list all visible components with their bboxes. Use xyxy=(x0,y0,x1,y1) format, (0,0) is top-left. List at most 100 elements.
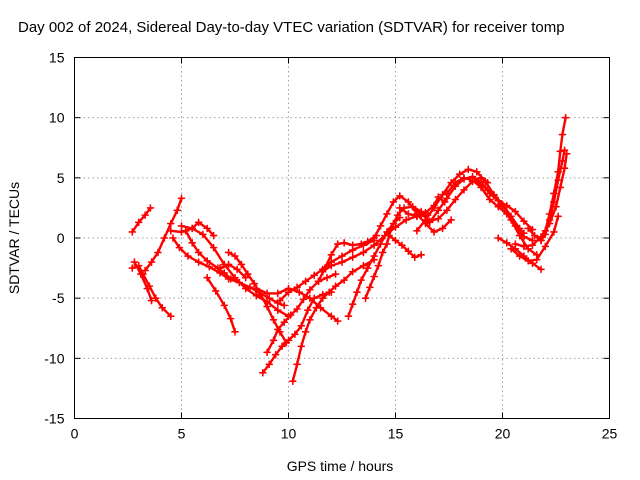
data-point xyxy=(447,216,455,224)
data-point xyxy=(327,312,336,321)
data-series xyxy=(128,113,571,385)
data-point xyxy=(209,231,218,240)
data-point xyxy=(237,260,246,269)
data-point xyxy=(333,240,342,248)
data-point xyxy=(438,190,447,199)
data-point xyxy=(173,206,182,215)
data-point xyxy=(224,248,233,257)
chart-title: Day 002 of 2024, Sidereal Day-to-day VTE… xyxy=(18,19,565,36)
y-tick-label: -10 xyxy=(44,350,64,366)
data-point xyxy=(233,265,241,274)
data-point xyxy=(507,216,515,224)
data-point xyxy=(265,360,274,369)
data-point xyxy=(203,273,211,282)
data-point xyxy=(177,228,186,236)
data-point xyxy=(410,253,419,262)
data-point xyxy=(537,236,545,245)
x-tick-label: 25 xyxy=(602,426,618,442)
data-point xyxy=(288,377,297,385)
data-point xyxy=(353,288,361,296)
data-point xyxy=(348,300,357,308)
data-point xyxy=(532,255,541,264)
data-point xyxy=(530,231,539,240)
data-point xyxy=(293,360,301,369)
data-point xyxy=(128,264,137,272)
data-point xyxy=(306,316,314,324)
data-point xyxy=(280,318,289,327)
data-point xyxy=(297,342,306,351)
data-point xyxy=(209,243,218,252)
data-point xyxy=(387,224,396,233)
series-line xyxy=(218,263,247,279)
data-point xyxy=(357,276,366,284)
data-point xyxy=(252,284,261,293)
data-point xyxy=(473,168,481,176)
data-point xyxy=(507,245,515,253)
data-point xyxy=(376,240,385,248)
data-point xyxy=(395,192,404,200)
data-point xyxy=(184,252,192,260)
data-point xyxy=(378,248,387,257)
data-point xyxy=(293,305,301,313)
data-point xyxy=(306,294,314,302)
y-tick-label: 15 xyxy=(49,50,65,66)
data-point xyxy=(541,226,550,235)
data-point xyxy=(269,336,278,345)
data-point xyxy=(455,170,464,179)
data-point xyxy=(554,212,562,221)
data-point xyxy=(366,283,374,292)
data-point xyxy=(194,258,203,266)
data-point xyxy=(152,294,160,302)
data-point xyxy=(430,228,438,236)
data-point xyxy=(494,234,503,242)
series-track-30 xyxy=(507,212,562,265)
data-point xyxy=(331,282,340,290)
data-point xyxy=(515,252,524,260)
data-point xyxy=(370,272,378,281)
data-point xyxy=(443,206,451,215)
data-point xyxy=(256,290,265,299)
data-point xyxy=(560,164,569,173)
series-track-07 xyxy=(177,222,293,321)
data-point xyxy=(498,201,507,210)
data-point xyxy=(301,277,310,286)
data-point xyxy=(451,178,460,187)
data-point xyxy=(175,243,184,252)
data-point xyxy=(194,248,203,257)
data-point xyxy=(552,202,560,211)
data-point xyxy=(297,322,306,330)
data-point xyxy=(348,241,357,250)
series-track-09 xyxy=(203,273,239,336)
data-point xyxy=(194,218,203,227)
y-tick-label: 10 xyxy=(49,110,65,126)
data-point xyxy=(460,174,468,182)
series-track-33 xyxy=(537,113,570,245)
y-axis-label: SDTVAR / TECUs xyxy=(6,182,22,294)
data-point xyxy=(188,239,196,247)
data-point xyxy=(389,198,398,206)
data-point xyxy=(318,267,327,276)
data-point xyxy=(291,330,299,339)
data-point xyxy=(160,234,169,242)
data-point xyxy=(323,273,331,282)
data-point xyxy=(413,226,421,235)
y-tick-labels: -15 -10 -5 0 5 10 15 xyxy=(44,50,64,427)
data-point xyxy=(134,218,143,227)
data-point xyxy=(383,240,391,248)
data-point xyxy=(130,258,139,266)
y-tick-label: 0 xyxy=(57,230,65,246)
data-point xyxy=(231,273,239,282)
data-point xyxy=(318,294,327,302)
data-point xyxy=(231,252,239,260)
data-point xyxy=(314,277,323,286)
data-point xyxy=(443,189,451,198)
data-point xyxy=(502,239,511,247)
data-point xyxy=(402,216,410,224)
data-point xyxy=(485,195,494,204)
data-point xyxy=(359,261,368,270)
data-point xyxy=(344,312,353,321)
data-point xyxy=(338,252,346,260)
data-point xyxy=(205,263,214,271)
data-point xyxy=(141,266,149,275)
data-point xyxy=(146,204,155,212)
